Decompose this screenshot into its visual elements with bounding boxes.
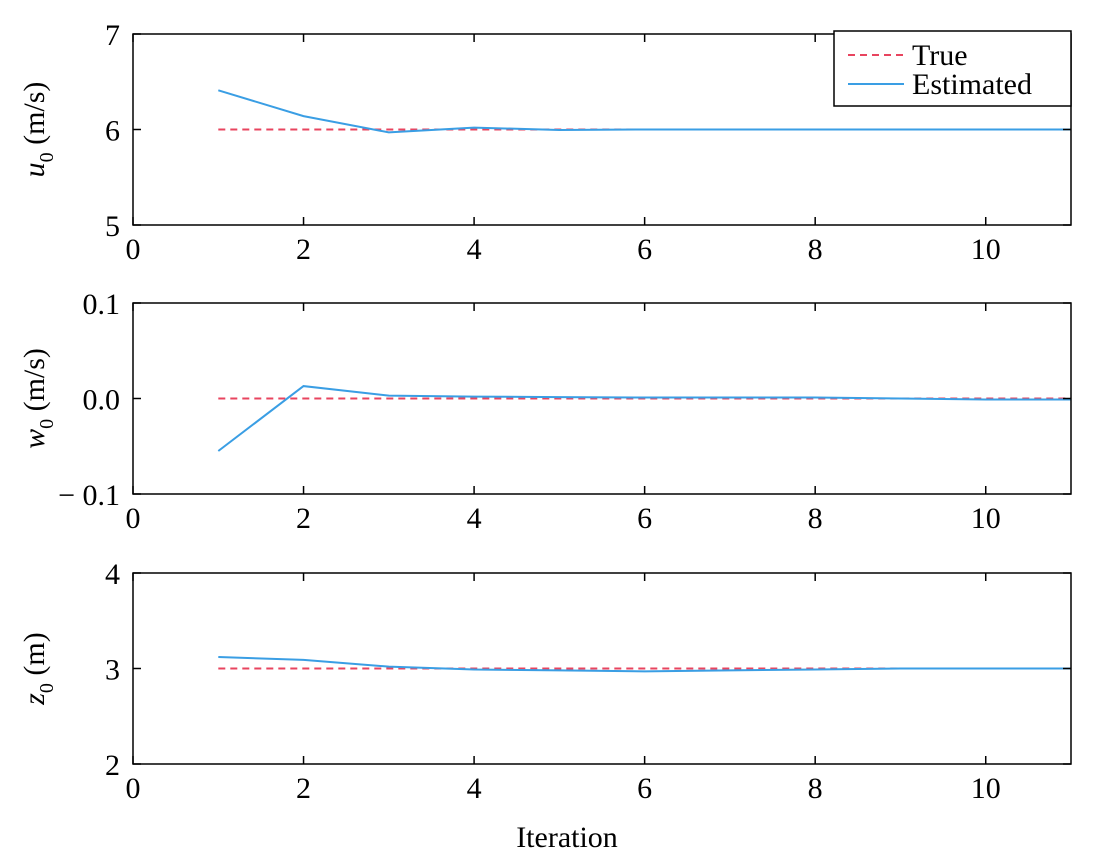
series-estimated-line (218, 89, 1071, 134)
x-tick-label: 4 (467, 233, 482, 266)
x-tick-label: 8 (808, 233, 823, 266)
series-estimated-line (218, 656, 1071, 673)
y-tick-label: 5 (105, 210, 120, 243)
x-tick-label: 6 (637, 772, 652, 805)
legend-box (833, 30, 1072, 107)
x-tick-label: 10 (971, 502, 1001, 535)
x-tick-label: 2 (296, 502, 311, 535)
y-axis-label-unit: (m/s) (18, 82, 51, 153)
y-axis-label: z0 (m) (18, 632, 58, 706)
y-tick-label: 3 (105, 654, 120, 687)
y-axis-label-subscript: 0 (36, 419, 58, 429)
y-tick-label: 2 (105, 749, 120, 782)
y-tick-label: − 0.1 (58, 479, 120, 512)
x-tick-label: 10 (971, 233, 1001, 266)
y-tick-label: 0.0 (83, 384, 121, 417)
y-axis-label-unit: (m/s) (18, 348, 51, 419)
y-axis-label-symbol: w (18, 429, 51, 449)
x-tick-label: 10 (971, 772, 1001, 805)
y-tick-label: 0.1 (83, 288, 121, 321)
legend-label-estimated: Estimated (912, 68, 1032, 101)
x-tick-label: 8 (808, 772, 823, 805)
x-tick-label: 6 (637, 502, 652, 535)
x-tick-label: 4 (467, 772, 482, 805)
y-axis-label-symbol: u (18, 162, 51, 177)
subplot-2: 0 2 4 6 8 10− 0.10.00.1w0 (m/s) (18, 288, 1072, 535)
x-tick-label: 2 (296, 772, 311, 805)
x-tick-label: 0 (126, 502, 141, 535)
y-axis-label: u0 (m/s) (18, 82, 58, 178)
x-tick-label: 0 (126, 233, 141, 266)
x-tick-label: 0 (126, 772, 141, 805)
y-tick-label: 4 (105, 558, 120, 591)
y-axis-label-subscript: 0 (36, 683, 58, 693)
x-tick-label: 4 (467, 502, 482, 535)
y-axis-label-symbol: z (18, 693, 51, 706)
y-tick-label: 6 (105, 115, 120, 148)
legend-label-true: True (912, 39, 968, 72)
y-axis-label-subscript: 0 (36, 152, 58, 162)
x-tick-label: 6 (637, 233, 652, 266)
y-axis-label-unit: (m) (18, 632, 51, 683)
y-tick-label: 7 (105, 19, 120, 52)
x-axis-label: Iteration (516, 821, 618, 854)
x-tick-label: 8 (808, 502, 823, 535)
x-tick-label: 2 (296, 233, 311, 266)
y-axis-label: w0 (m/s) (18, 348, 58, 449)
series-estimated-line (217, 385, 1071, 452)
